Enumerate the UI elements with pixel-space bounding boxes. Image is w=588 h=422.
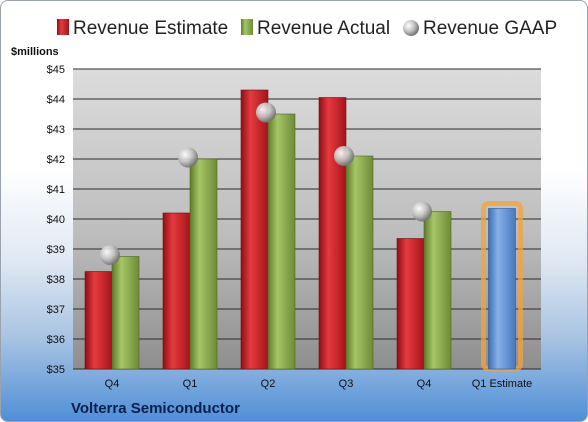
- y-tick-label: $39: [47, 244, 65, 256]
- bar-estimate: [84, 271, 113, 370]
- y-axis-ticks: $35 $36 $37 $38 $39 $40 $41 $42 $43 $44 $45: [47, 64, 65, 376]
- bar-estimate: [240, 89, 269, 370]
- bar-actual: [345, 155, 374, 370]
- marker-gaap: [412, 201, 432, 222]
- legend-item-gaap: Revenue GAAP: [403, 18, 557, 39]
- marker-gaap: [100, 245, 120, 265]
- legend-label-actual: Revenue Actual: [257, 18, 390, 39]
- y-tick-label: $44: [47, 94, 65, 106]
- legend-item-actual: Revenue Actual: [241, 18, 390, 39]
- legend-label-estimate: Revenue Estimate: [73, 18, 228, 39]
- y-tick-label: $37: [47, 304, 65, 316]
- marker-gaap: [178, 147, 198, 168]
- legend-swatch-estimate: [57, 19, 69, 35]
- x-category-label: Q4: [105, 378, 120, 390]
- y-tick-label: $43: [47, 124, 65, 136]
- bar-estimate: [396, 238, 425, 370]
- y-unit-label: $millions: [11, 46, 59, 58]
- legend-item-estimate: Revenue Estimate: [57, 18, 228, 39]
- y-tick-label: $45: [47, 64, 65, 76]
- bar-estimate-next: [488, 208, 516, 370]
- y-tick-label: $35: [47, 364, 65, 376]
- bar-estimate: [318, 97, 347, 370]
- bar-actual: [423, 211, 452, 370]
- y-tick-label: $41: [47, 184, 65, 196]
- legend: Revenue Estimate Revenue Actual Revenue …: [57, 18, 557, 39]
- x-category-label: Q3: [339, 378, 354, 390]
- x-category-label: Q2: [261, 378, 276, 390]
- x-axis-labels: Q4 Q1 Q2 Q3 Q4 Q1 Estimate: [105, 378, 533, 390]
- gridlines: [73, 68, 541, 370]
- company-name: Volterra Semiconductor: [71, 400, 240, 417]
- gaap-markers: [100, 102, 432, 265]
- x-category-label: Q1 Estimate: [472, 378, 533, 390]
- legend-label-gaap: Revenue GAAP: [423, 18, 557, 39]
- y-tick-label: $38: [47, 274, 65, 286]
- y-tick-label: $36: [47, 334, 65, 346]
- bar-estimate: [162, 212, 191, 370]
- bars: [84, 89, 523, 372]
- bar-actual: [111, 256, 140, 370]
- marker-gaap: [334, 146, 354, 166]
- y-tick-label: $42: [47, 154, 65, 166]
- x-category-label: Q1: [183, 378, 198, 390]
- bar-actual: [267, 113, 296, 370]
- legend-swatch-gaap: [403, 20, 419, 36]
- bar-actual: [189, 158, 218, 370]
- x-category-label: Q4: [417, 378, 432, 390]
- legend-swatch-actual: [241, 19, 253, 35]
- y-tick-label: $40: [47, 214, 65, 226]
- marker-gaap: [256, 102, 276, 123]
